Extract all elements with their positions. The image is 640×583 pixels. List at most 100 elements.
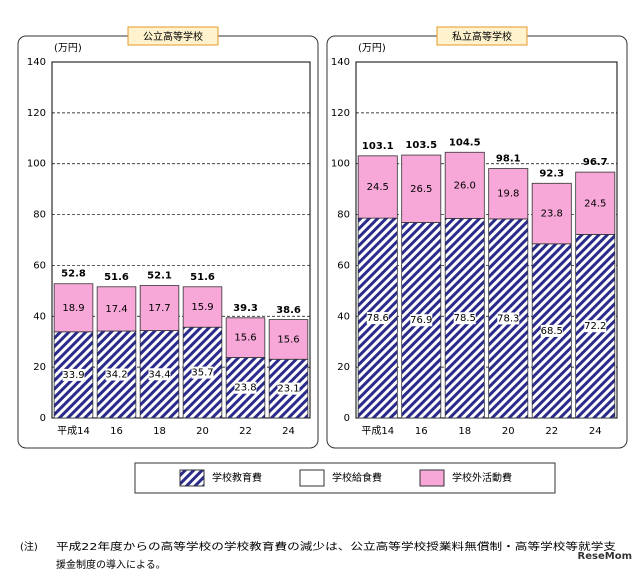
value-label-bg xyxy=(277,333,300,346)
value-label: 19.8 xyxy=(497,189,519,200)
total-label: 52.1 xyxy=(147,271,172,282)
value-label: 76.9 xyxy=(410,315,432,326)
value-label: 26.5 xyxy=(410,184,432,195)
legend-label: 学校給食費 xyxy=(332,471,382,484)
x-tick-label: 16 xyxy=(415,426,428,437)
value-label: 23.1 xyxy=(277,384,299,395)
value-label-bg xyxy=(62,301,85,314)
y-tick-label: 20 xyxy=(33,362,46,373)
total-label: 38.6 xyxy=(276,305,301,316)
value-label: 15.6 xyxy=(234,333,256,344)
value-label: 35.7 xyxy=(191,368,213,379)
total-label: 52.8 xyxy=(61,269,86,280)
y-tick-label: 40 xyxy=(337,311,350,322)
value-label-bg xyxy=(234,381,257,394)
bar-segment xyxy=(139,285,180,331)
value-label-bg xyxy=(584,320,607,333)
total-label: 92.3 xyxy=(539,168,564,179)
y-tick-label: 120 xyxy=(27,108,46,119)
value-label: 78.5 xyxy=(454,313,476,324)
value-label-bg xyxy=(277,382,300,395)
y-tick-label: 60 xyxy=(33,260,46,271)
value-label-bg xyxy=(366,312,389,325)
value-label-bg xyxy=(148,368,171,381)
value-label: 33.9 xyxy=(62,370,84,381)
value-label-bg xyxy=(366,180,389,193)
legend-label: 学校教育費 xyxy=(212,471,262,484)
x-tick-label: 平成14 xyxy=(361,425,394,437)
total-label: 96.7 xyxy=(583,157,608,168)
total-label: 104.5 xyxy=(449,137,481,148)
x-tick-label: 平成14 xyxy=(57,425,90,437)
value-label: 17.7 xyxy=(148,303,170,314)
value-label-bg xyxy=(540,207,563,220)
panel-title-box xyxy=(127,26,219,46)
value-label: 72.2 xyxy=(584,321,606,332)
x-tick-label: 24 xyxy=(282,426,295,437)
y-axis-label: (万円) xyxy=(54,43,82,54)
value-label-bg xyxy=(234,331,257,344)
value-label-bg xyxy=(540,324,563,337)
value-label: 17.4 xyxy=(105,304,127,315)
panel-title: 公立高等学校 xyxy=(143,30,203,43)
value-label-bg xyxy=(105,368,128,381)
note-line: 平成22年度からの高等学校の学校教育費の減少は、公立高等学校授業料無償制・高等学… xyxy=(56,540,616,553)
total-label: 98.1 xyxy=(496,154,521,165)
value-label-bg xyxy=(410,314,433,327)
value-label: 34.2 xyxy=(105,370,127,381)
y-tick-label: 20 xyxy=(337,362,350,373)
value-label: 15.9 xyxy=(191,302,213,313)
legend-swatch xyxy=(299,469,325,487)
watermark: ReseMom xyxy=(578,551,632,562)
value-label: 23.8 xyxy=(234,383,256,394)
x-tick-label: 22 xyxy=(545,426,558,437)
total-label: 103.5 xyxy=(405,140,437,151)
value-label-bg xyxy=(148,302,171,315)
y-tick-label: 80 xyxy=(337,210,350,221)
value-label-bg xyxy=(453,179,476,192)
value-label: 78.6 xyxy=(367,313,389,324)
value-label-bg xyxy=(497,312,520,325)
value-label: 24.5 xyxy=(584,198,606,209)
value-label-bg xyxy=(105,302,128,315)
y-tick-label: 140 xyxy=(331,57,350,68)
value-label: 34.4 xyxy=(148,369,170,380)
value-label-bg xyxy=(410,182,433,195)
value-label-bg xyxy=(191,366,214,379)
value-label: 23.8 xyxy=(541,209,563,220)
y-tick-label: 140 xyxy=(27,57,46,68)
x-tick-label: 20 xyxy=(196,426,209,437)
value-label: 68.5 xyxy=(541,326,563,337)
x-tick-label: 22 xyxy=(239,426,252,437)
x-tick-label: 18 xyxy=(458,426,471,437)
plot-area xyxy=(51,61,311,419)
y-tick-label: 100 xyxy=(27,159,46,170)
y-tick-label: 60 xyxy=(337,260,350,271)
y-tick-label: 0 xyxy=(344,413,350,424)
bar-segment xyxy=(575,234,616,419)
value-label: 18.9 xyxy=(62,303,84,314)
y-tick-label: 0 xyxy=(40,413,46,424)
x-tick-label: 16 xyxy=(110,426,123,437)
legend-swatch xyxy=(179,469,205,487)
y-tick-label: 100 xyxy=(331,159,350,170)
value-label-bg xyxy=(497,187,520,200)
total-label: 39.3 xyxy=(233,303,258,314)
note-line: 援金制度の導入による。 xyxy=(56,558,166,571)
value-label-bg xyxy=(62,368,85,381)
total-label: 51.6 xyxy=(104,272,129,283)
x-tick-label: 24 xyxy=(589,426,602,437)
legend-box xyxy=(134,462,556,494)
value-label: 24.5 xyxy=(367,182,389,193)
panel-title: 私立高等学校 xyxy=(452,30,512,43)
total-label: 51.6 xyxy=(190,272,215,283)
value-label-bg xyxy=(584,197,607,210)
y-tick-label: 120 xyxy=(331,108,350,119)
value-label-bg xyxy=(453,312,476,325)
note-mark: (注) xyxy=(20,540,38,553)
legend-label: 学校外活動費 xyxy=(452,471,512,484)
value-label: 26.0 xyxy=(454,180,476,191)
x-tick-label: 20 xyxy=(502,426,515,437)
value-label: 78.3 xyxy=(497,313,519,324)
